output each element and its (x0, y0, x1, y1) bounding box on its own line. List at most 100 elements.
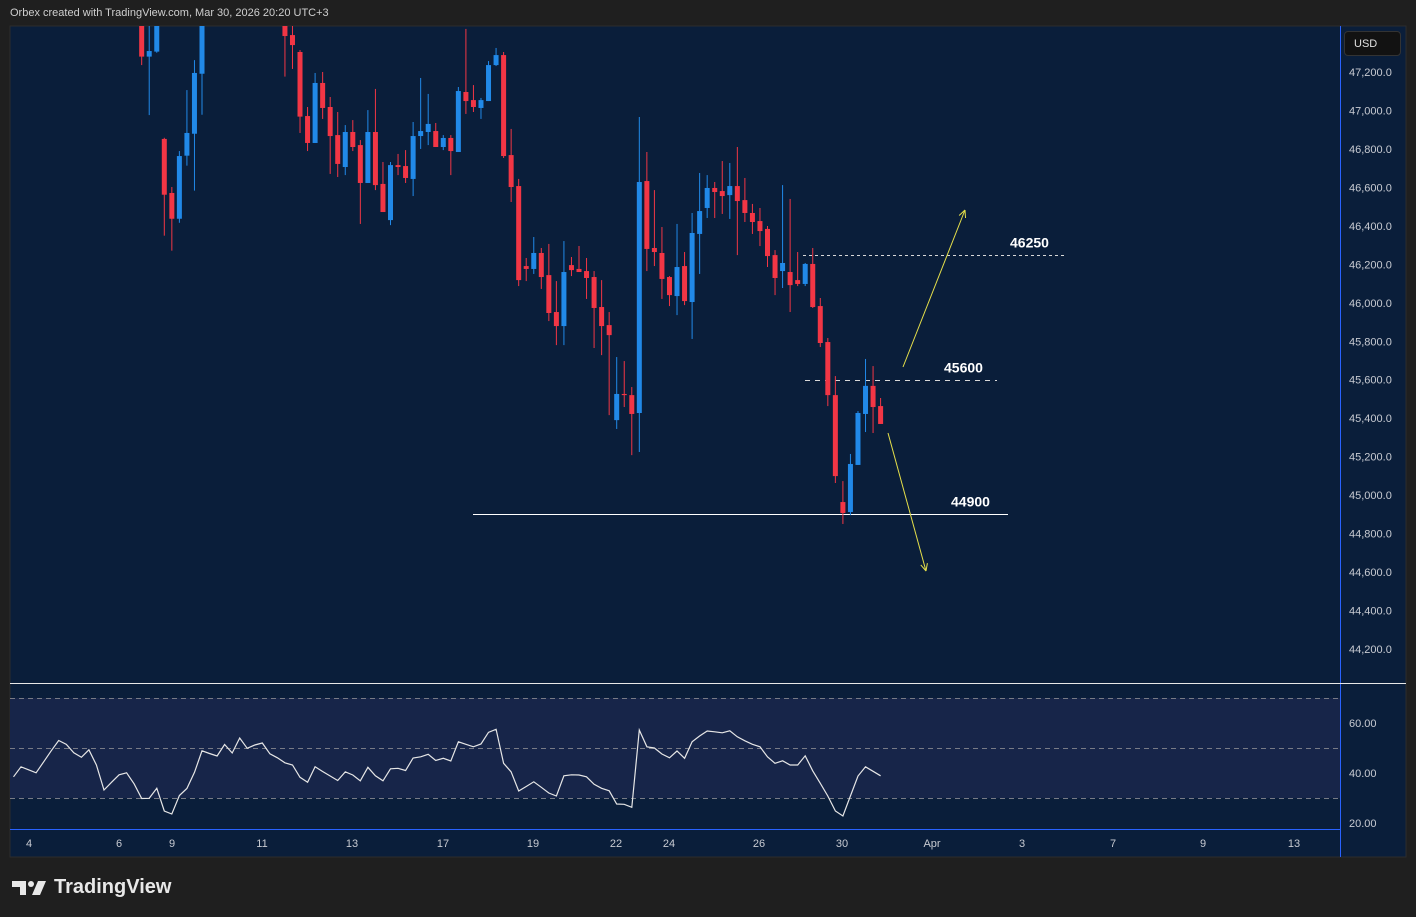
time-tick-label: 30 (836, 838, 848, 850)
candle (621, 361, 627, 408)
price-tick-label: 45,200.0 (1349, 452, 1392, 464)
price-tick-label: 46,600.0 (1349, 182, 1392, 194)
candle-body (350, 132, 356, 148)
candle (546, 243, 552, 322)
candle-body (154, 26, 160, 52)
candle-body (335, 135, 341, 164)
candle (410, 122, 416, 197)
candle-body (621, 393, 627, 396)
rsi-axis: 60.00 40.00 20.00 (1349, 718, 1377, 830)
candle-body (357, 145, 363, 183)
candle-body (855, 413, 861, 465)
candle (606, 312, 612, 416)
candle (176, 151, 182, 223)
candle (388, 162, 393, 226)
candle (870, 366, 876, 434)
candle (636, 117, 642, 453)
candle (169, 187, 175, 251)
up-arrow[interactable] (902, 209, 967, 368)
rsi-pane[interactable] (10, 698, 1340, 817)
time-tick-label: 6 (116, 838, 122, 850)
candle (561, 241, 567, 346)
tradingview-logo-icon (12, 880, 46, 895)
candle (651, 190, 657, 267)
candle-body (395, 165, 401, 168)
time-tick-label: 11 (256, 838, 267, 850)
candle (682, 252, 688, 306)
candle-body (169, 192, 175, 219)
candle (832, 376, 838, 484)
candle (425, 93, 431, 146)
candle-body (719, 191, 725, 197)
candle-body (870, 385, 876, 408)
logo-text: TradingView (54, 876, 172, 898)
candle (659, 227, 665, 299)
down-arrow[interactable] (887, 432, 928, 572)
candle-body (546, 275, 552, 313)
candle (139, 26, 145, 66)
candle (757, 207, 763, 247)
candle-body (878, 406, 884, 424)
time-tick-label: 26 (753, 838, 765, 850)
levels-layer (473, 255, 1067, 515)
candle (765, 226, 770, 268)
price-tick-label: 46,200.0 (1349, 259, 1392, 271)
time-tick-label: 3 (1019, 838, 1025, 850)
candle (380, 162, 386, 213)
candle-body (463, 92, 469, 102)
tradingview-logo[interactable]: TradingView (12, 876, 171, 899)
candle-body (591, 277, 597, 308)
rsi-tick-label: 40.00 (1349, 768, 1377, 780)
candle-body (817, 306, 823, 343)
candle (599, 280, 605, 356)
candle-body (297, 51, 303, 117)
candle (568, 257, 574, 277)
candle-body (380, 183, 386, 213)
candle (161, 137, 167, 236)
candle (335, 112, 341, 178)
price-axis[interactable]: 47,200.0 47,000.0 46,800.0 46,600.0 46,400.0… (1349, 67, 1392, 656)
price-tick-label: 45,000.0 (1349, 490, 1392, 502)
candle (297, 50, 303, 133)
candle-body (425, 123, 431, 133)
candle (795, 252, 801, 287)
candle (282, 26, 288, 77)
candle-body (682, 266, 688, 302)
price-tick-label: 45,400.0 (1349, 413, 1392, 425)
candle-body (365, 132, 371, 183)
candle (802, 262, 808, 287)
candle (508, 128, 514, 203)
candle-body (674, 267, 680, 297)
candle (742, 177, 748, 223)
candle (395, 153, 401, 176)
candle-body (659, 252, 665, 279)
candle (817, 297, 823, 348)
time-tick-label: 9 (1200, 838, 1206, 850)
candle-body (568, 265, 574, 271)
candle-body (765, 228, 770, 257)
candle-body (146, 51, 152, 57)
price-pane[interactable] (139, 5, 1067, 572)
candle (855, 411, 861, 465)
candle (704, 175, 710, 218)
candle (666, 276, 672, 307)
candle (734, 147, 740, 256)
candle (312, 72, 318, 143)
candle-body (410, 136, 416, 179)
price-tick-label: 47,200.0 (1349, 67, 1392, 79)
currency-button[interactable]: USD (1344, 31, 1401, 56)
rsi-tick-label: 60.00 (1349, 718, 1377, 730)
candle (305, 107, 311, 152)
candle-body (553, 312, 559, 327)
candle (403, 150, 409, 183)
time-tick-label: 22 (610, 838, 622, 850)
candle (516, 178, 522, 287)
price-tick-label: 44,600.0 (1349, 567, 1392, 579)
time-tick-label: 7 (1110, 838, 1116, 850)
rsi-line (13, 727, 881, 817)
candle (357, 140, 363, 224)
candle (780, 185, 786, 288)
candle (372, 88, 378, 191)
time-axis[interactable]: 4 6 9 11 13 17 19 22 24 26 30 Apr 3 7 9 13 (26, 838, 1300, 850)
